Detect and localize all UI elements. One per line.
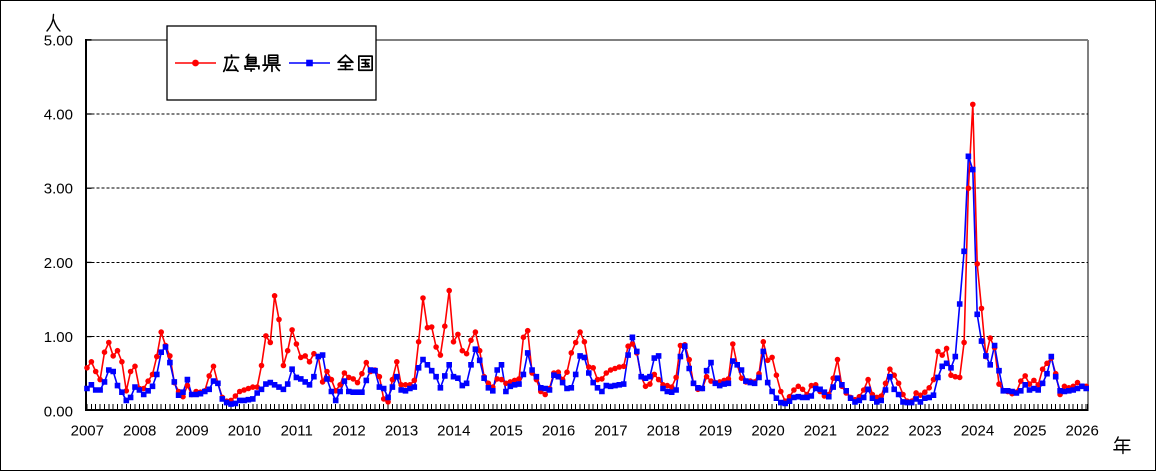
svg-text:1.00: 1.00 [44, 329, 73, 346]
svg-text:2021: 2021 [804, 422, 837, 439]
svg-text:2014: 2014 [437, 422, 470, 439]
svg-text:2010: 2010 [228, 422, 261, 439]
svg-text:2026: 2026 [1066, 422, 1099, 439]
svg-text:2019: 2019 [699, 422, 732, 439]
svg-text:2.00: 2.00 [44, 255, 73, 272]
svg-text:0.00: 0.00 [44, 403, 73, 420]
svg-text:4.00: 4.00 [44, 107, 73, 124]
svg-text:2009: 2009 [175, 422, 208, 439]
svg-text:2016: 2016 [542, 422, 575, 439]
svg-text:2008: 2008 [123, 422, 156, 439]
svg-text:2018: 2018 [647, 422, 680, 439]
svg-text:2013: 2013 [385, 422, 418, 439]
svg-text:2024: 2024 [961, 422, 994, 439]
svg-text:5.00: 5.00 [44, 32, 73, 49]
svg-text:2022: 2022 [856, 422, 889, 439]
svg-text:2011: 2011 [281, 422, 313, 439]
svg-text:2023: 2023 [908, 422, 941, 439]
svg-text:2015: 2015 [490, 422, 523, 439]
svg-text:2020: 2020 [751, 422, 784, 439]
svg-text:2025: 2025 [1013, 422, 1046, 439]
svg-text:2007: 2007 [71, 422, 104, 439]
svg-text:2017: 2017 [594, 422, 627, 439]
svg-text:2012: 2012 [332, 422, 365, 439]
svg-text:3.00: 3.00 [44, 181, 73, 198]
